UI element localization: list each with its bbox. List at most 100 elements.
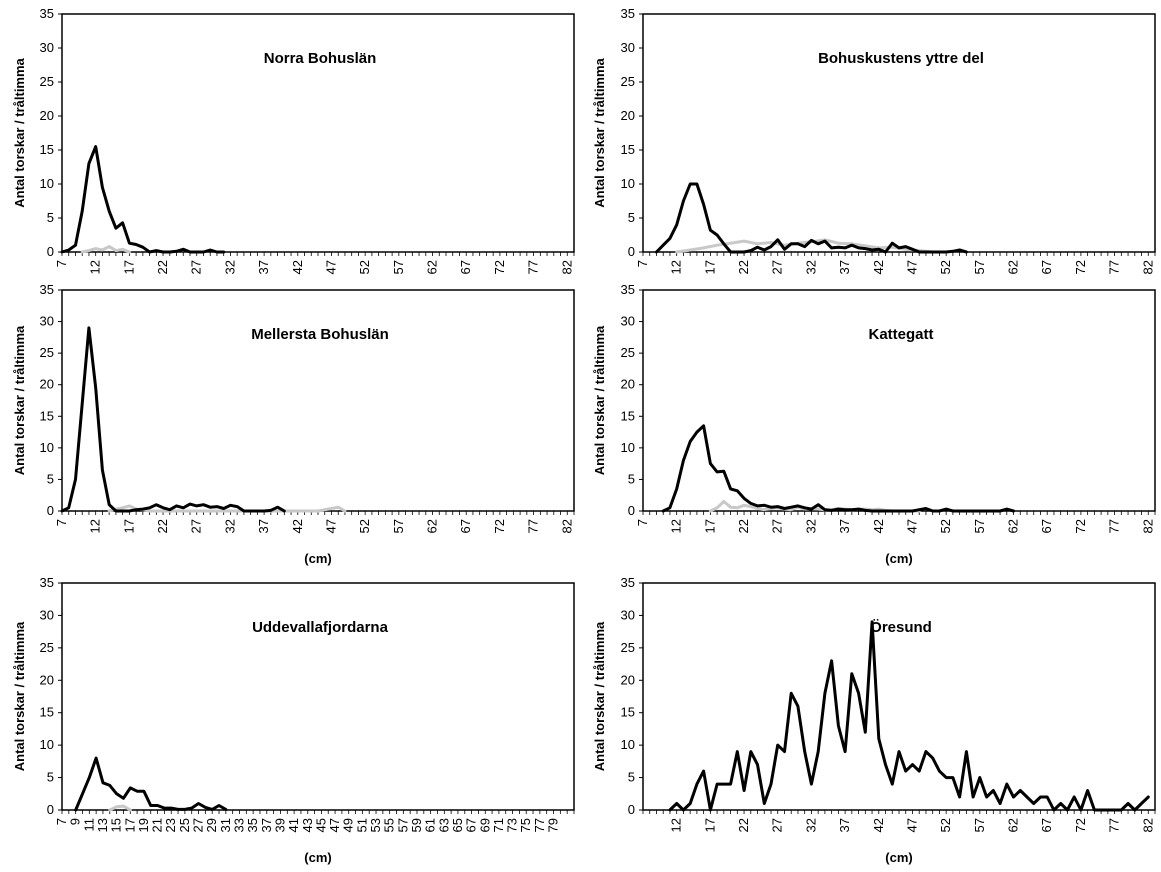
x-tick-label: 72 (492, 260, 507, 274)
plot-frame (642, 289, 1156, 512)
chart-bohuskustens-yttre-del: 0 5 10 15 20 25 30 35 7 12 17 22 27 32 37 42 47 52 57 62 67 7… (592, 6, 1156, 274)
x-tick-label: 39 (272, 818, 287, 832)
y-tick-label: 25 (40, 345, 54, 360)
x-tick-label: 71 (491, 818, 506, 832)
y-axis-label: Antal torskar / tråltimma (12, 325, 27, 475)
y-tick-label: 20 (621, 672, 635, 687)
y-tick-label: 0 (628, 802, 635, 817)
y-tick-label: 0 (47, 802, 54, 817)
x-tick-label: 57 (395, 818, 410, 832)
x-tick-label: 12 (669, 519, 684, 533)
y-tick-label: 10 (40, 440, 54, 455)
x-tick-label: 62 (1006, 260, 1021, 274)
y-tick-label: 25 (621, 640, 635, 655)
x-tick-label: 67 (458, 260, 473, 274)
series-line-black (668, 620, 1150, 812)
x-tick-label: 75 (518, 818, 533, 832)
y-axis-label: Antal torskar / tråltimma (592, 325, 607, 475)
x-tick-label: 47 (904, 519, 919, 533)
x-tick-label: 72 (1073, 519, 1088, 533)
x-tick-label: 32 (803, 519, 818, 533)
x-tick-label: 77 (1107, 260, 1122, 274)
x-tick-label: 63 (436, 818, 451, 832)
chart-mellersta-bohuslan: 0 5 10 15 20 25 30 35 7 12 17 22 27 32 37 42 47 52 57 62 67 7… (12, 282, 575, 566)
x-tick-label: 52 (357, 519, 372, 533)
y-tick-label: 5 (47, 210, 54, 225)
y-tick-label: 15 (40, 408, 54, 423)
x-tick-label: 27 (189, 519, 204, 533)
x-tick-label: 57 (391, 260, 406, 274)
chart-title: Kattegatt (868, 326, 933, 343)
y-tick-label: 5 (47, 770, 54, 785)
x-tick-label: 73 (505, 818, 520, 832)
plot-frame (642, 582, 1156, 811)
x-tick-label: 7 (54, 818, 69, 825)
x-tick-label: 37 (259, 818, 274, 832)
y-tick-label: 15 (40, 705, 54, 720)
x-tick-label: 27 (189, 260, 204, 274)
series-line-grey (107, 504, 347, 513)
x-tick-label: 32 (222, 519, 237, 533)
series-line-black (60, 326, 286, 513)
x-tick-label: 67 (464, 818, 479, 832)
chart-title: Norra Bohuslän (264, 50, 377, 67)
x-tick-label: 51 (354, 818, 369, 832)
x-tick-label: 49 (341, 818, 356, 832)
x-tick-label: 37 (837, 260, 852, 274)
x-tick-label: 82 (1140, 260, 1155, 274)
x-tick-label: 29 (204, 818, 219, 832)
y-tick-label: 20 (621, 108, 635, 123)
plot-frame (61, 582, 575, 811)
x-tick-label: 57 (972, 818, 987, 832)
x-tick-label: 77 (526, 519, 541, 533)
y-tick-label: 25 (621, 74, 635, 89)
x-axis-label: (cm) (885, 551, 912, 566)
x-tick-label: 62 (1006, 818, 1021, 832)
series-line-grey (80, 245, 131, 254)
x-tick-label: 53 (368, 818, 383, 832)
x-tick-label: 62 (425, 260, 440, 274)
x-tick-label: 32 (803, 818, 818, 832)
x-tick-label: 22 (155, 260, 170, 274)
x-tick-label: 42 (871, 260, 886, 274)
chart-norra-bohuslan: 0 5 10 15 20 25 30 35 7 12 17 22 27 32 37 42 47 52 57 62 67 7… (12, 6, 575, 274)
y-tick-label: 15 (40, 142, 54, 157)
y-axis-label: Antal torskar / tråltimma (592, 621, 607, 771)
x-tick-label: 23 (163, 818, 178, 832)
x-tick-label: 42 (290, 519, 305, 533)
x-tick-label: 12 (669, 260, 684, 274)
y-axis-label: Antal torskar / tråltimma (12, 57, 27, 207)
x-tick-label: 82 (559, 260, 574, 274)
x-tick-label: 9 (68, 818, 83, 825)
x-tick-label: 22 (736, 818, 751, 832)
x-tick-label: 12 (88, 260, 103, 274)
x-tick-label: 13 (95, 818, 110, 832)
x-tick-label: 62 (1006, 519, 1021, 533)
x-tick-label: 52 (938, 818, 953, 832)
x-tick-label: 32 (222, 260, 237, 274)
x-tick-label: 77 (526, 260, 541, 274)
series-line-grey (108, 804, 132, 812)
x-tick-label: 79 (546, 818, 561, 832)
x-tick-label: 37 (837, 519, 852, 533)
x-tick-label: 52 (938, 519, 953, 533)
x-tick-label: 82 (1140, 519, 1155, 533)
y-tick-label: 10 (621, 176, 635, 191)
chart-title: Bohuskustens yttre del (818, 50, 984, 67)
x-tick-label: 47 (904, 818, 919, 832)
x-tick-label: 27 (191, 818, 206, 832)
y-tick-label: 30 (40, 314, 54, 329)
y-tick-label: 0 (628, 244, 635, 259)
x-tick-label: 72 (1073, 260, 1088, 274)
x-tick-label: 59 (409, 818, 424, 832)
y-tick-label: 10 (40, 737, 54, 752)
y-tick-label: 30 (621, 607, 635, 622)
y-tick-label: 20 (40, 377, 54, 392)
x-tick-label: 61 (423, 818, 438, 832)
x-tick-label: 47 (327, 818, 342, 832)
x-tick-label: 55 (382, 818, 397, 832)
x-tick-label: 42 (871, 519, 886, 533)
y-tick-label: 25 (40, 640, 54, 655)
x-tick-label: 37 (837, 818, 852, 832)
chart-title: Mellersta Bohuslän (251, 326, 389, 343)
